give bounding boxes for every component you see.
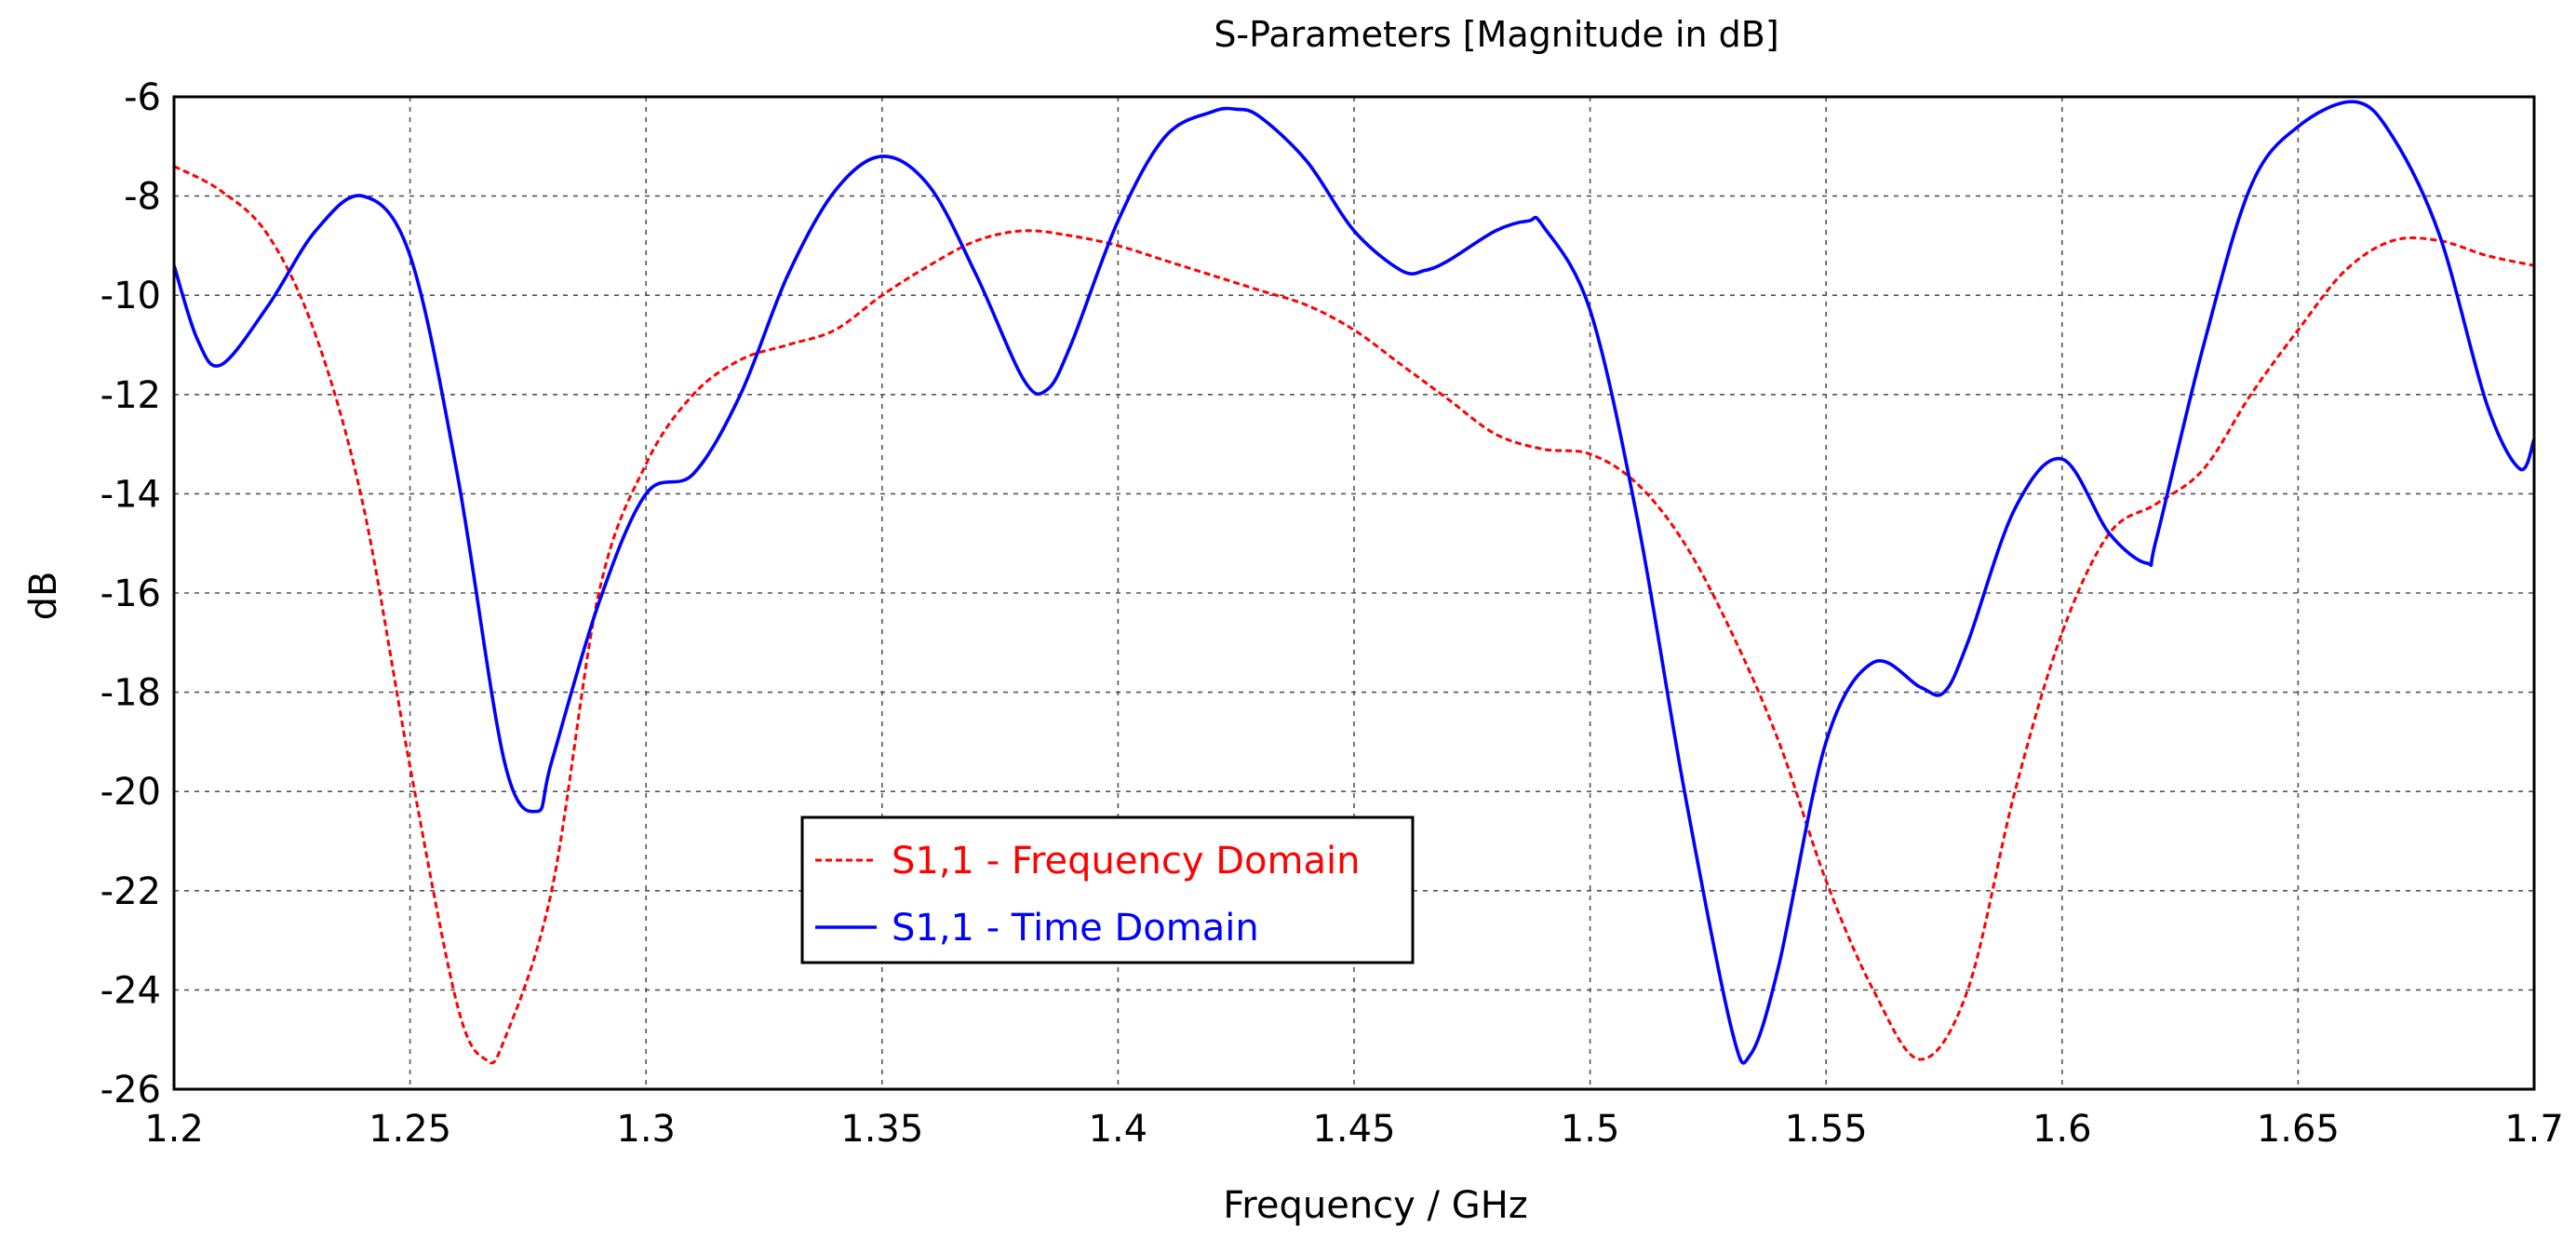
- y-tick-label: -12: [101, 374, 161, 417]
- y-tick-label: -16: [101, 573, 161, 615]
- y-tick-label: -18: [101, 672, 161, 715]
- x-tick-label: 1.35: [840, 1108, 923, 1151]
- series-line-time-domain: [174, 100, 2534, 1065]
- x-tick-label: 1.3: [616, 1108, 676, 1151]
- x-tick-label: 1.4: [1089, 1108, 1148, 1151]
- legend-label: S1,1 - Time Domain: [892, 907, 1259, 950]
- plot-area-frame: [172, 95, 2536, 1091]
- x-tick-label: 1.65: [2257, 1108, 2340, 1151]
- legend: S1,1 - Frequency Domain S1,1 - Time Domai…: [800, 815, 1415, 964]
- series-lines: [174, 100, 2534, 1065]
- legend-label: S1,1 - Frequency Domain: [892, 840, 1360, 883]
- y-tick-label: -26: [101, 1069, 161, 1112]
- y-tick-label: -10: [101, 275, 161, 317]
- y-tick-label: -22: [101, 870, 161, 913]
- y-tick-label: -24: [101, 969, 161, 1012]
- x-tick-label: 1.2: [144, 1108, 204, 1151]
- chart-title: S-Parameters [Magnitude in dB]: [1214, 14, 1778, 55]
- x-axis-label: Frequency / GHz: [1223, 1184, 1528, 1227]
- y-tick-label: -14: [101, 473, 161, 516]
- x-tick-label: 1.6: [2033, 1108, 2092, 1151]
- y-tick-label: -6: [124, 76, 161, 119]
- x-tick-label: 1.25: [369, 1108, 451, 1151]
- x-tick-label: 1.7: [2504, 1108, 2564, 1151]
- x-tick-label: 1.5: [1561, 1108, 1620, 1151]
- y-tick-label: -8: [124, 176, 161, 219]
- y-axis-label: dB: [22, 572, 65, 621]
- legend-box: [800, 815, 1415, 964]
- y-tick-label: -20: [101, 771, 161, 814]
- x-tick-label: 1.55: [1785, 1108, 1868, 1151]
- x-axis-ticks: 1.2 1.25 1.3 1.35 1.4 1.45 1.5 1.55 1.6 1.65 1.7: [144, 1108, 2564, 1151]
- x-tick-label: 1.45: [1312, 1108, 1395, 1151]
- series-line-frequency-domain: [174, 165, 2534, 1065]
- y-axis-ticks: -6 -8 -10 -12 -14 -16 -18 -20 -22 -24 -26: [101, 76, 161, 1112]
